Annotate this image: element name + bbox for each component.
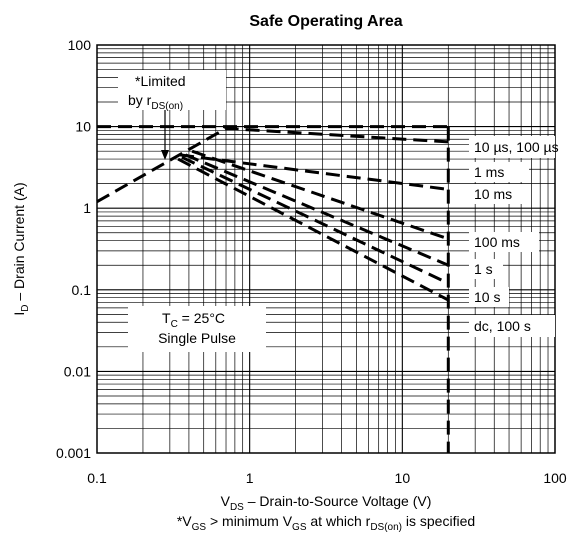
series-label-box-1s <box>469 259 503 279</box>
plot-frame <box>96 44 556 454</box>
x-tick-label: 1 <box>246 470 254 486</box>
footnote: *VGS > minimum VGS at which rDS(on) is s… <box>177 513 475 533</box>
y-tick-labels: 0.001 0.01 0.1 1 10 100 <box>56 37 91 461</box>
series-line-3 <box>179 153 449 191</box>
series-label-10s: 10 s <box>474 289 500 305</box>
x-tick-label: 0.1 <box>87 470 107 486</box>
series-label-box-10s <box>469 287 509 307</box>
y-tick-label: 100 <box>68 37 92 53</box>
single-pulse-label: Single Pulse <box>158 330 236 346</box>
tc-label-box <box>128 306 266 352</box>
y-tick-label: 0.01 <box>64 363 91 379</box>
series-label-1s: 1 s <box>474 261 493 277</box>
series-label-box-100ms <box>469 232 539 252</box>
limited-label-line2: by rDS(on) <box>128 92 183 112</box>
series-label-box-10ms <box>469 184 529 204</box>
limited-label-line1: *Limited <box>135 73 186 89</box>
y-axis-label: ID – Drain Current (A) <box>11 182 31 315</box>
chart-series <box>96 125 450 453</box>
series-label-dc-100s: dc, 100 s <box>474 318 531 334</box>
y-tick-label: 0.001 <box>56 445 91 461</box>
series-label-100ms: 100 ms <box>474 234 520 250</box>
y-tick-label: 0.1 <box>72 282 92 298</box>
series-label-box-1ms <box>469 162 529 182</box>
x-tick-label: 10 <box>395 470 411 486</box>
series-label-10us-100us: 10 µs, 100 µs <box>474 139 559 155</box>
series-label-box-10us <box>469 136 555 158</box>
y-tick-label: 1 <box>83 200 91 216</box>
x-tick-label: 100 <box>543 470 567 486</box>
series-line-6 <box>181 155 449 285</box>
series-line-7 <box>177 157 449 302</box>
series-line-4 <box>191 149 449 241</box>
y-tick-label: 10 <box>75 119 91 135</box>
x-tick-labels: 0.1 1 10 100 <box>87 470 567 486</box>
series-line-5 <box>184 153 449 267</box>
chart-title: Safe Operating Area <box>249 13 402 30</box>
limited-arrow-head <box>161 150 169 160</box>
series-line-2 <box>96 126 449 204</box>
limited-label-box <box>118 70 226 110</box>
series-label-box-dc <box>469 315 555 337</box>
series-label-1ms: 1 ms <box>474 164 504 180</box>
tc-label: TC = 25°C <box>162 310 225 330</box>
x-axis-label: VDS – Drain-to-Source Voltage (V) <box>221 493 432 513</box>
series-label-10ms: 10 ms <box>474 186 512 202</box>
